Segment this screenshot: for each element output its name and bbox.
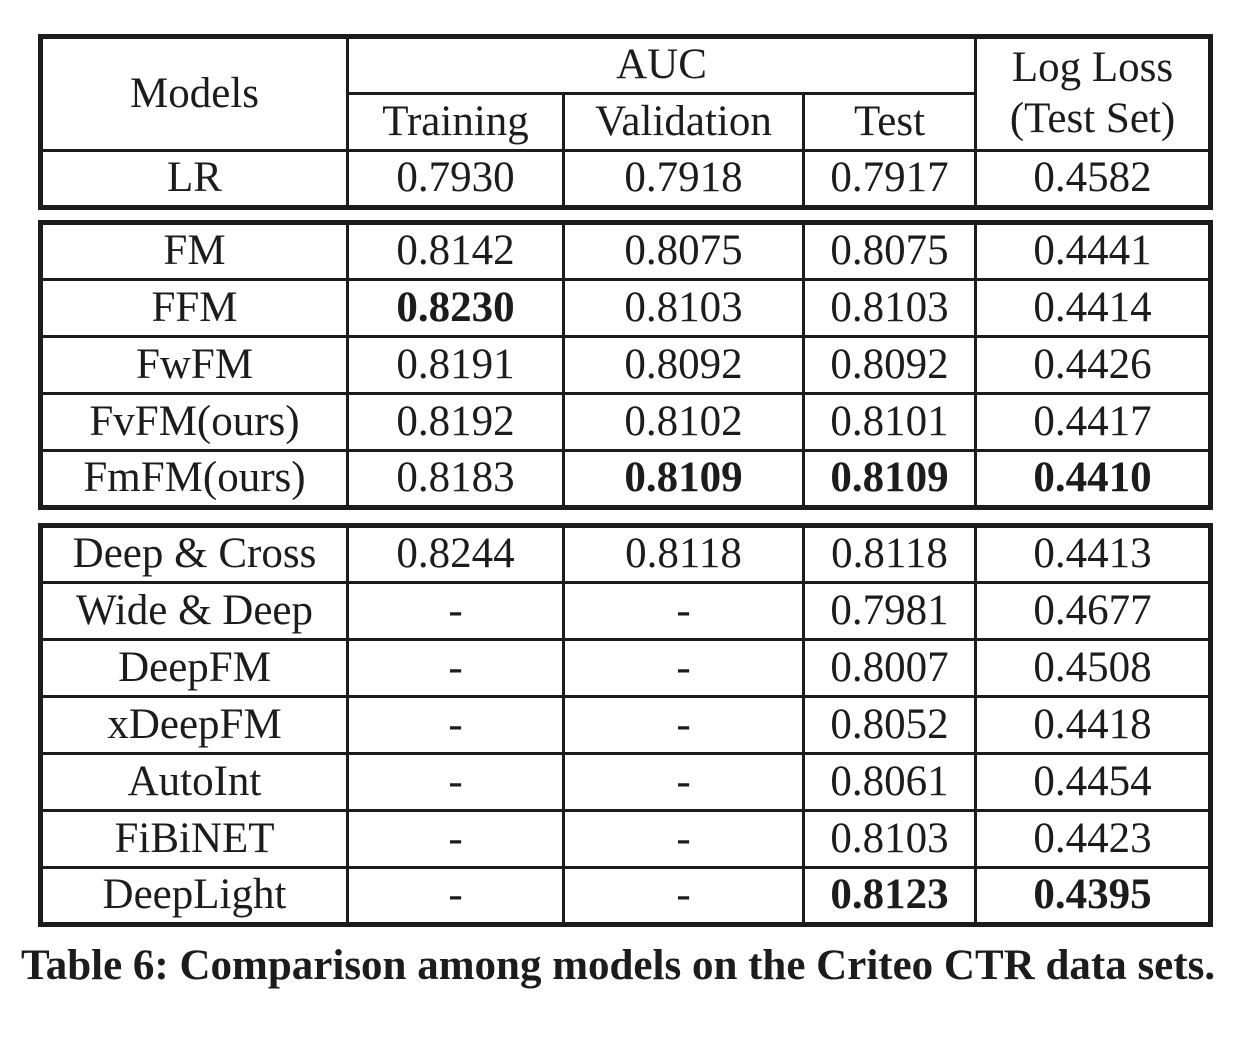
value-cell: 0.8075 — [802, 221, 977, 281]
value-cell: 0.4508 — [974, 638, 1212, 698]
table-row: xDeepFM - -0.8052 0.4418 — [39, 695, 1212, 755]
value-cell: 0.8109 — [562, 449, 805, 509]
table-row: Deep & Cross 0.8244 0.8118 0.8118 0.4413 — [39, 524, 1212, 584]
value-cell: - — [346, 638, 565, 698]
value-cell: - — [562, 752, 805, 812]
value-cell: - — [346, 581, 565, 641]
value-cell: - — [346, 752, 565, 812]
table-caption: Table 6: Comparison among models on the … — [21, 942, 1216, 989]
paper-table-figure: Models AUC Log Loss (Test Set) Training … — [21, 34, 1216, 989]
value-cell: 0.4413 — [974, 524, 1212, 584]
value-cell: 0.8101 — [802, 392, 977, 452]
value-cell: 0.4426 — [974, 335, 1212, 395]
model-name-cell: FFM — [39, 278, 349, 338]
value-cell: 0.4414 — [974, 278, 1212, 338]
table-row: FFM 0.8230 0.8103 0.8103 0.4414 — [39, 278, 1212, 338]
value-cell: 0.7918 — [562, 149, 805, 209]
model-name-cell: DeepLight — [39, 866, 349, 926]
logloss-header-line1: Log Loss — [1011, 44, 1174, 92]
value-cell: 0.8191 — [346, 335, 565, 395]
value-cell: 0.8118 — [562, 524, 805, 584]
value-cell: 0.8103 — [802, 278, 977, 338]
value-cell: 0.8103 — [802, 809, 977, 869]
table-row: FmFM(ours) 0.8183 0.8109 0.8109 0.4410 — [39, 449, 1212, 509]
model-name-cell: xDeepFM — [39, 695, 349, 755]
column-header-logloss: Log Loss (Test Set) — [974, 35, 1212, 152]
value-cell: 0.8102 — [562, 392, 805, 452]
value-cell: - — [346, 809, 565, 869]
model-name-cell: FiBiNET — [39, 809, 349, 869]
model-name-cell: Wide & Deep — [39, 581, 349, 641]
value-cell: - — [562, 809, 805, 869]
table-row: DeepFM - -0.8007 0.4508 — [39, 638, 1212, 698]
value-cell: 0.8142 — [346, 221, 565, 281]
table-row: FM 0.8142 0.8075 0.8075 0.4441 — [39, 221, 1212, 281]
table-row: FvFM(ours) 0.8192 0.8102 0.8101 0.4417 — [39, 392, 1212, 452]
value-cell: 0.8092 — [802, 335, 977, 395]
value-cell: - — [562, 638, 805, 698]
value-cell: 0.8061 — [802, 752, 977, 812]
table-row: DeepLight - -0.8123 0.4395 — [39, 866, 1212, 926]
value-cell: - — [562, 695, 805, 755]
model-name-cell: FM — [39, 221, 349, 281]
header-row-top: Models AUC Log Loss (Test Set) — [39, 35, 1212, 152]
model-name-cell: DeepFM — [39, 638, 349, 698]
column-header-test: Test — [802, 92, 977, 152]
header-row-sub: Training Validation Test — [41, 92, 1211, 152]
value-cell: 0.8075 — [562, 221, 805, 281]
table-row: FwFM 0.8191 0.8092 0.8092 0.4426 — [39, 335, 1212, 395]
value-cell: 0.8192 — [346, 392, 565, 452]
value-cell: - — [346, 866, 565, 926]
value-cell: - — [562, 581, 805, 641]
value-cell: 0.4454 — [974, 752, 1212, 812]
column-header-models: Models — [39, 35, 349, 152]
value-cell: 0.8109 — [802, 449, 977, 509]
value-cell: 0.8118 — [802, 524, 977, 584]
value-cell: 0.7981 — [802, 581, 977, 641]
model-name-cell: LR — [39, 149, 349, 209]
table-block-fm-family: FM 0.8142 0.8075 0.8075 0.4441 FFM 0.8230 0.810… — [38, 220, 1213, 510]
table-row: LR 0.7930 0.7918 0.7917 0.4582 — [39, 149, 1212, 209]
value-cell: 0.4441 — [974, 221, 1212, 281]
value-cell: 0.8230 — [346, 278, 565, 338]
value-cell: 0.4418 — [974, 695, 1212, 755]
value-cell: 0.4423 — [974, 809, 1212, 869]
column-header-training: Training — [346, 92, 565, 152]
model-name-cell: FwFM — [39, 335, 349, 395]
value-cell: - — [562, 866, 805, 926]
value-cell: 0.4395 — [974, 866, 1212, 926]
logloss-header-line2: (Test Set) — [1009, 95, 1176, 142]
value-cell: 0.4417 — [974, 392, 1212, 452]
value-cell: 0.8183 — [346, 449, 565, 509]
table-row: AutoInt - -0.8061 0.4454 — [39, 752, 1212, 812]
value-cell: 0.8123 — [802, 866, 977, 926]
table-block-header-lr: Models AUC Log Loss (Test Set) Training … — [38, 34, 1213, 210]
model-name-cell: FvFM(ours) — [39, 392, 349, 452]
value-cell: 0.8052 — [802, 695, 977, 755]
value-cell: 0.4677 — [974, 581, 1212, 641]
table-block-deep-models: Deep & Cross 0.8244 0.8118 0.8118 0.4413 Wide… — [38, 523, 1213, 927]
column-header-auc: AUC — [346, 35, 977, 95]
column-header-validation: Validation — [562, 92, 805, 152]
value-cell: 0.8092 — [562, 335, 805, 395]
value-cell: 0.7930 — [346, 149, 565, 209]
value-cell: 0.4582 — [974, 149, 1212, 209]
model-name-cell: Deep & Cross — [39, 524, 349, 584]
value-cell: 0.8103 — [562, 278, 805, 338]
value-cell: 0.8007 — [802, 638, 977, 698]
value-cell: 0.4410 — [974, 449, 1212, 509]
model-name-cell: FmFM(ours) — [39, 449, 349, 509]
value-cell: 0.8244 — [346, 524, 565, 584]
table-row: Wide & Deep - -0.7981 0.4677 — [39, 581, 1212, 641]
value-cell: - — [346, 695, 565, 755]
value-cell: 0.7917 — [802, 149, 977, 209]
table-row: FiBiNET - -0.8103 0.4423 — [39, 809, 1212, 869]
model-name-cell: AutoInt — [39, 752, 349, 812]
